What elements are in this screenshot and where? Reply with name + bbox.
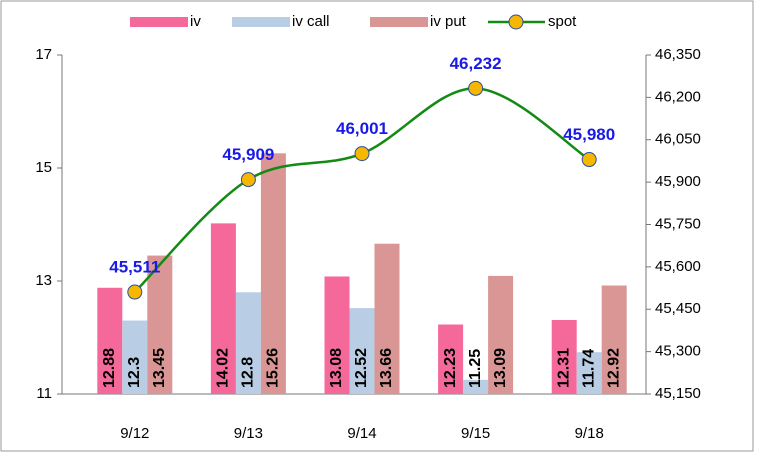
bar — [210, 223, 236, 394]
x-tick-label: 9/18 — [575, 425, 604, 442]
bar — [601, 285, 627, 394]
bar — [463, 379, 489, 394]
spot-marker — [354, 146, 370, 162]
bar — [349, 308, 375, 394]
y-tick-label: 17 — [35, 46, 52, 63]
y2-tick-label: 46,350 — [655, 46, 701, 63]
legend-swatch — [232, 17, 290, 27]
bar-label: 12.3 — [126, 357, 143, 388]
legend-label: iv call — [292, 13, 330, 30]
y2-tick-label: 45,750 — [655, 215, 701, 232]
bar — [97, 287, 123, 394]
bar-label: 13.45 — [151, 348, 168, 388]
legend-swatch — [130, 17, 188, 27]
bar-label: 11.25 — [467, 349, 484, 388]
bar — [122, 320, 148, 394]
bar — [147, 255, 173, 394]
x-tick-label: 9/15 — [461, 425, 490, 442]
bar-label: 13.08 — [328, 348, 345, 388]
x-tick-label: 9/14 — [347, 425, 376, 442]
bar — [551, 319, 577, 394]
bar — [235, 292, 261, 394]
y-tick-label: 13 — [35, 272, 52, 289]
bar — [260, 153, 286, 394]
y2-tick-label: 45,150 — [655, 385, 701, 402]
spot-label: 45,511 — [109, 258, 160, 277]
bar — [324, 276, 350, 394]
spot-label: 46,001 — [336, 119, 388, 138]
spot-marker — [127, 284, 143, 300]
legend-label: spot — [548, 13, 577, 30]
bar-label: 12.52 — [353, 348, 370, 388]
y-tick-label: 15 — [35, 159, 52, 176]
bar-label: 13.66 — [378, 348, 395, 388]
bar-label: 12.92 — [605, 348, 622, 388]
spot-label: 45,909 — [222, 145, 274, 164]
legend-marker — [508, 14, 524, 30]
bar — [374, 243, 400, 394]
bar-label: 12.88 — [101, 348, 118, 388]
bar — [576, 352, 602, 394]
y-tick-label: 11 — [36, 385, 52, 402]
bar-label: 15.26 — [265, 348, 282, 388]
legend-swatch — [370, 17, 428, 27]
bar-label: 13.09 — [492, 348, 509, 388]
bar-label: 14.02 — [215, 348, 232, 388]
bar-label: 12.8 — [240, 357, 257, 388]
y2-tick-label: 45,600 — [655, 258, 701, 275]
spot-marker — [240, 172, 256, 188]
legend-label: iv — [190, 13, 201, 30]
bar — [488, 275, 514, 394]
spot-marker — [468, 80, 484, 96]
x-tick-label: 9/12 — [120, 425, 149, 442]
bar-label: 12.23 — [442, 348, 459, 388]
bar-label: 12.31 — [555, 348, 572, 388]
x-tick-label: 9/13 — [234, 425, 263, 442]
spot-label: 46,232 — [450, 54, 502, 73]
y2-tick-label: 45,900 — [655, 173, 701, 190]
y2-tick-label: 45,450 — [655, 300, 701, 317]
legend-label: iv put — [430, 13, 467, 30]
bar-label: 11.74 — [580, 349, 597, 388]
y2-tick-label: 45,300 — [655, 343, 701, 360]
y2-tick-label: 46,200 — [655, 88, 701, 105]
y2-tick-label: 46,050 — [655, 131, 701, 148]
spot-marker — [581, 152, 597, 168]
bar — [438, 324, 464, 394]
spot-label: 45,980 — [563, 125, 615, 144]
